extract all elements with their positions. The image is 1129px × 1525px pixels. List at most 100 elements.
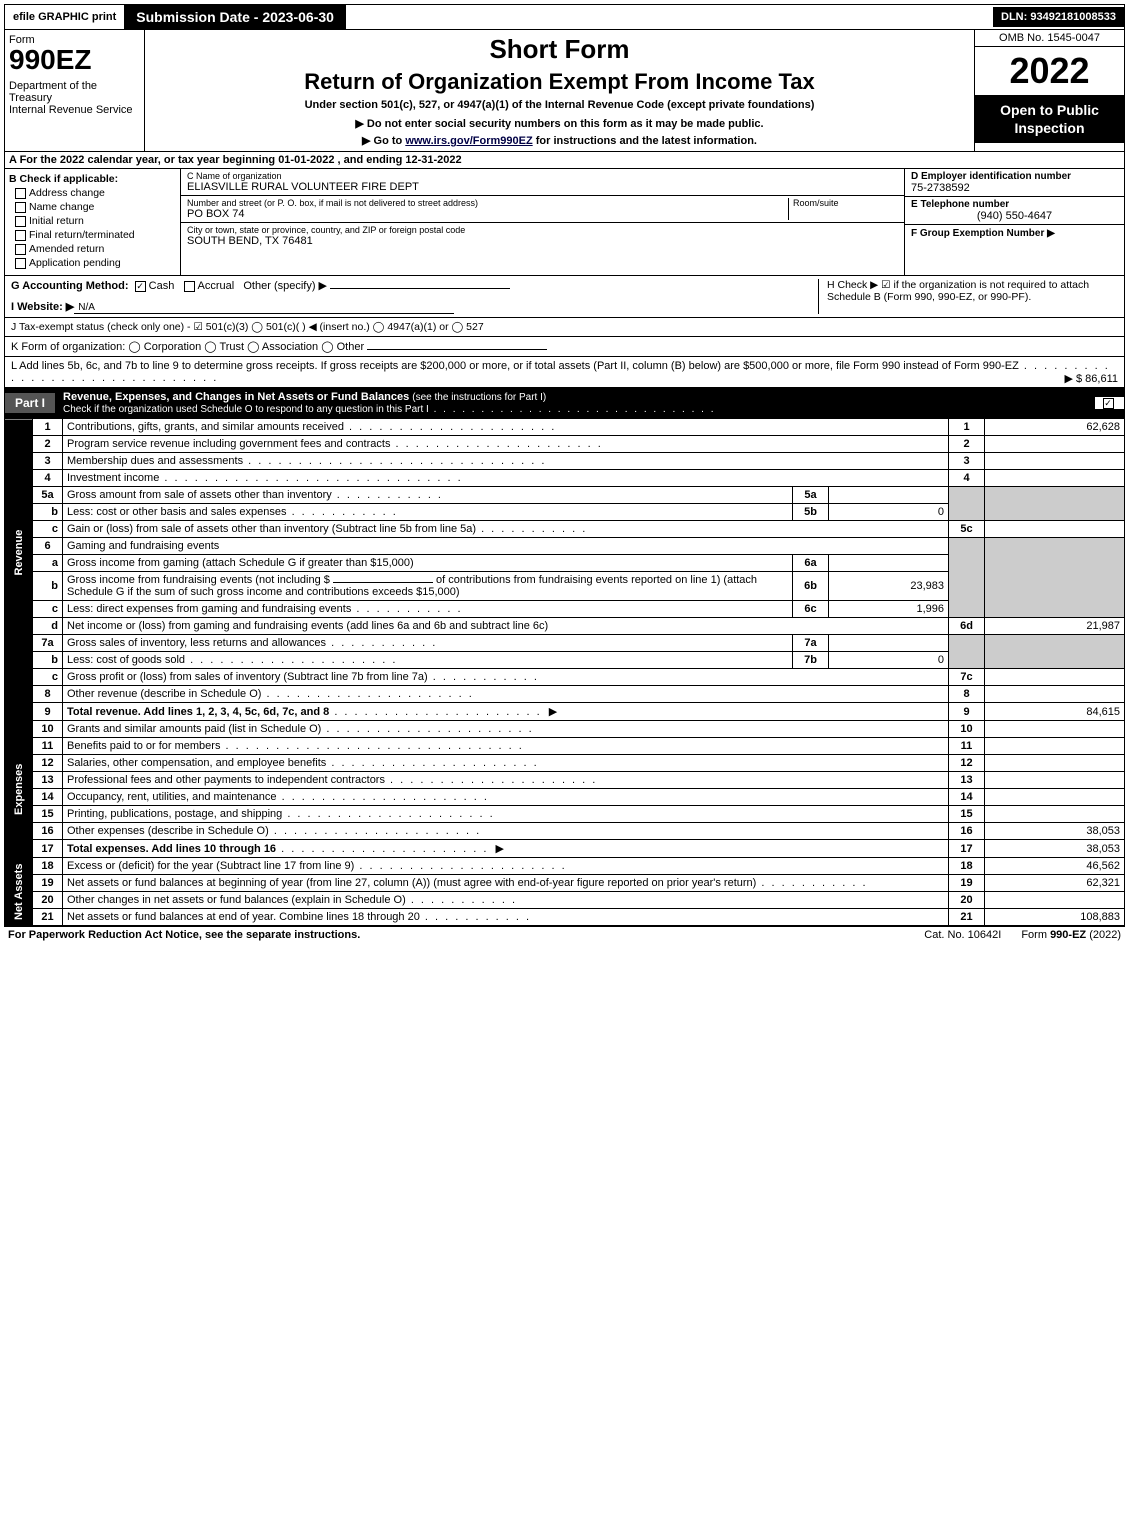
l16-num: 16: [33, 823, 63, 840]
l7a-iv: [829, 635, 949, 652]
l6b-desc: Gross income from fundraising events (no…: [63, 572, 793, 601]
do-not-note: ▶ Do not enter social security numbers o…: [153, 117, 966, 130]
footer-left: For Paperwork Reduction Act Notice, see …: [8, 929, 904, 941]
l20-desc: Other changes in net assets or fund bala…: [63, 892, 949, 909]
l12-amt: [985, 755, 1125, 772]
form-code: 990EZ: [9, 46, 140, 74]
l14-num: 14: [33, 789, 63, 806]
part1-title: Revenue, Expenses, and Changes in Net As…: [55, 388, 1094, 418]
chk-accrual[interactable]: [184, 281, 195, 292]
goto-note: ▶ Go to www.irs.gov/Form990EZ for instru…: [153, 134, 966, 147]
l6d-desc: Net income or (loss) from gaming and fun…: [63, 618, 949, 635]
l5c-num: c: [33, 521, 63, 538]
chk-final[interactable]: Final return/terminated: [15, 229, 176, 241]
page-footer: For Paperwork Reduction Act Notice, see …: [4, 926, 1125, 943]
info-block: B Check if applicable: Address change Na…: [4, 169, 1125, 276]
l15-num: 15: [33, 806, 63, 823]
l6a-num: a: [33, 555, 63, 572]
l17-num: 17: [33, 840, 63, 858]
header-left: Form 990EZ Department of the Treasury In…: [5, 30, 145, 151]
l7b-in: 7b: [793, 652, 829, 669]
city-val: SOUTH BEND, TX 76481: [187, 235, 898, 247]
l6b-iv: 23,983: [829, 572, 949, 601]
l16-desc: Other expenses (describe in Schedule O): [63, 823, 949, 840]
part1-label: Part I: [5, 393, 55, 413]
chk-name[interactable]: Name change: [15, 201, 176, 213]
shade-5-amt: [985, 487, 1125, 521]
efile-label[interactable]: efile GRAPHIC print: [5, 7, 124, 27]
goto-link[interactable]: www.irs.gov/Form990EZ: [405, 135, 532, 147]
l5b-in: 5b: [793, 504, 829, 521]
l5c-ln: 5c: [949, 521, 985, 538]
l4-ln: 4: [949, 470, 985, 487]
l6d-amt: 21,987: [985, 618, 1125, 635]
l14-desc: Occupancy, rent, utilities, and maintena…: [63, 789, 949, 806]
l9-ln: 9: [949, 703, 985, 721]
l12-num: 12: [33, 755, 63, 772]
l-text: L Add lines 5b, 6c, and 7b to line 9 to …: [11, 360, 1019, 372]
footer-cat: Cat. No. 10642I: [904, 929, 1021, 941]
l6b-in: 6b: [793, 572, 829, 601]
k-text: K Form of organization: ◯ Corporation ◯ …: [11, 341, 364, 353]
top-bar: efile GRAPHIC print Submission Date - 20…: [4, 4, 1125, 30]
l6b-num: b: [33, 572, 63, 601]
l13-num: 13: [33, 772, 63, 789]
part1-checkbox[interactable]: [1094, 397, 1124, 409]
l7b-desc: Less: cost of goods sold: [63, 652, 793, 669]
l10-ln: 10: [949, 721, 985, 738]
l3-num: 3: [33, 453, 63, 470]
org-name-row: C Name of organization ELIASVILLE RURAL …: [181, 169, 904, 196]
l9-desc: Total revenue. Add lines 1, 2, 3, 4, 5c,…: [63, 703, 949, 721]
l18-ln: 18: [949, 858, 985, 875]
chk-initial[interactable]: Initial return: [15, 215, 176, 227]
l20-amt: [985, 892, 1125, 909]
l2-desc: Program service revenue including govern…: [63, 436, 949, 453]
sidebar-revenue: Revenue: [5, 419, 33, 686]
l8-ln: 8: [949, 686, 985, 703]
l12-desc: Salaries, other compensation, and employ…: [63, 755, 949, 772]
l13-amt: [985, 772, 1125, 789]
chk-amended[interactable]: Amended return: [15, 243, 176, 255]
l7c-ln: 7c: [949, 669, 985, 686]
l7a-desc: Gross sales of inventory, less returns a…: [63, 635, 793, 652]
l7a-in: 7a: [793, 635, 829, 652]
f-lbl: F Group Exemption Number ▶: [911, 228, 1055, 239]
l8-amt: [985, 686, 1125, 703]
open-to-public: Open to Public Inspection: [975, 95, 1124, 143]
l15-ln: 15: [949, 806, 985, 823]
d-lbl: D Employer identification number: [911, 171, 1118, 182]
d-val: 75-2738592: [911, 182, 1118, 194]
l8-desc: Other revenue (describe in Schedule O): [63, 686, 949, 703]
l5b-num: b: [33, 504, 63, 521]
street-row: Number and street (or P. O. box, if mail…: [181, 196, 904, 223]
l11-ln: 11: [949, 738, 985, 755]
k-other-input[interactable]: [367, 349, 547, 350]
l7c-num: c: [33, 669, 63, 686]
sidebar-netassets: Net Assets: [5, 858, 33, 926]
l7c-desc: Gross profit or (loss) from sales of inv…: [63, 669, 949, 686]
other-input[interactable]: [330, 288, 510, 289]
l21-amt: 108,883: [985, 909, 1125, 926]
row-l: L Add lines 5b, 6c, and 7b to line 9 to …: [4, 357, 1125, 388]
l19-ln: 19: [949, 875, 985, 892]
l11-num: 11: [33, 738, 63, 755]
l4-num: 4: [33, 470, 63, 487]
shade-6: [949, 538, 985, 618]
l19-num: 19: [33, 875, 63, 892]
submission-date: Submission Date - 2023-06-30: [124, 5, 346, 29]
l5c-desc: Gain or (loss) from sale of assets other…: [63, 521, 949, 538]
l5c-amt: [985, 521, 1125, 538]
sidebar-expenses: Expenses: [5, 721, 33, 858]
lines-table: Revenue 1 Contributions, gifts, grants, …: [4, 419, 1125, 926]
l8-num: 8: [33, 686, 63, 703]
l6-desc: Gaming and fundraising events: [63, 538, 949, 555]
l4-desc: Investment income: [63, 470, 949, 487]
l17-desc: Total expenses. Add lines 10 through 16: [63, 840, 949, 858]
l7b-iv: 0: [829, 652, 949, 669]
chk-cash[interactable]: [135, 281, 146, 292]
chk-pending[interactable]: Application pending: [15, 257, 176, 269]
return-title: Return of Organization Exempt From Incom…: [153, 69, 966, 95]
l21-ln: 21: [949, 909, 985, 926]
chk-address[interactable]: Address change: [15, 187, 176, 199]
l19-desc: Net assets or fund balances at beginning…: [63, 875, 949, 892]
